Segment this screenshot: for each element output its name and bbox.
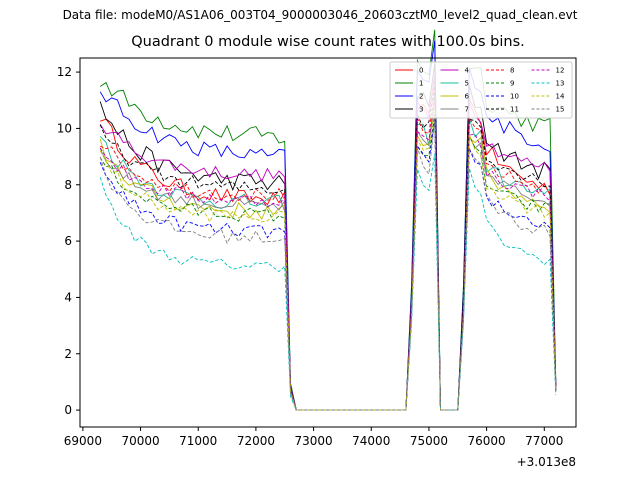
legend-label: 14 <box>556 93 565 101</box>
legend-label: 7 <box>465 106 469 114</box>
x-tick-label: 71000 <box>179 434 217 448</box>
x-tick-label: 75000 <box>410 434 448 448</box>
series-line-5 <box>99 95 557 411</box>
series-line-14 <box>99 109 557 411</box>
legend-label: 6 <box>465 93 470 101</box>
series-line-11 <box>99 85 557 411</box>
x-tick-label: 74000 <box>352 434 390 448</box>
y-tick-label: 0 <box>64 403 72 417</box>
y-axis: 0 2 4 6 8 10 12 <box>57 65 80 417</box>
legend-label: 12 <box>556 67 565 75</box>
x-tick-label: 76000 <box>468 434 506 448</box>
legend-label: 0 <box>419 67 423 75</box>
legend-frame <box>389 61 573 119</box>
x-axis-offset-label: +3.013e8 <box>517 455 576 469</box>
series-line-8 <box>100 88 557 411</box>
axes-frame <box>79 57 577 428</box>
figure-suptitle: Data file: modeM0/AS1A06_003T04_90000030… <box>62 8 578 22</box>
y-tick-label: 4 <box>64 290 72 304</box>
legend-label: 9 <box>510 80 514 88</box>
x-tick-label: 73000 <box>294 434 332 448</box>
legend-label: 15 <box>556 106 565 114</box>
legend-label: 10 <box>510 93 519 101</box>
y-tick-label: 2 <box>64 347 72 361</box>
x-tick-label: 70000 <box>121 434 159 448</box>
y-tick-label: 8 <box>64 178 72 192</box>
series-line-0 <box>100 78 557 411</box>
legend-label: 8 <box>510 67 514 75</box>
legend-label: 2 <box>419 93 423 101</box>
chart-title: Quadrant 0 module wise count rates with … <box>131 34 525 50</box>
legend-label: 1 <box>419 80 423 88</box>
series-line-4 <box>99 73 557 411</box>
x-tick-label: 69000 <box>64 434 102 448</box>
series-line-13 <box>99 153 557 411</box>
y-tick-label: 6 <box>64 234 72 248</box>
x-tick-label: 72000 <box>237 434 275 448</box>
legend-label: 13 <box>556 80 565 88</box>
series-line-9 <box>99 113 557 411</box>
legend-label: 5 <box>465 80 469 88</box>
x-axis: 69000 70000 71000 72000 73000 74000 75000 76000… <box>64 427 563 448</box>
legend-label: 4 <box>465 67 470 75</box>
series-line-7 <box>99 95 557 411</box>
series-line-15 <box>99 120 557 411</box>
legend-label: 11 <box>510 106 519 114</box>
series-line-10 <box>99 119 557 411</box>
series-line-6 <box>99 101 557 411</box>
legend-label: 3 <box>419 106 423 114</box>
series-line-12 <box>99 101 557 411</box>
y-tick-label: 12 <box>57 65 72 79</box>
y-tick-label: 10 <box>57 121 72 135</box>
x-tick-label: 77000 <box>525 434 563 448</box>
